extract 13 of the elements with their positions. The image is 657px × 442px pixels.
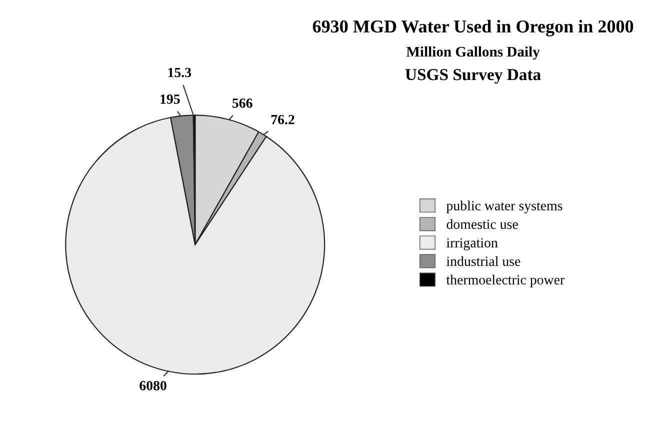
legend-label: public water systems	[446, 200, 562, 214]
chart-title: 6930 MGD Water Used in Oregon in 2000	[312, 20, 634, 36]
legend-label: irrigation	[446, 238, 498, 250]
chart-subtitle: Million Gallons Daily	[406, 46, 540, 60]
data-label: 6080	[140, 380, 166, 390]
data-label: 15.3	[168, 68, 192, 78]
text: USGS Survey Data	[405, 68, 541, 84]
legend-label: thermoelectric power	[446, 274, 564, 288]
data-label: 76.2	[271, 114, 294, 124]
legend-label: industrial use	[446, 256, 520, 266]
data-label: 566	[232, 98, 252, 108]
legend-label: domestic use	[446, 219, 518, 229]
data-label: 195	[160, 94, 180, 104]
